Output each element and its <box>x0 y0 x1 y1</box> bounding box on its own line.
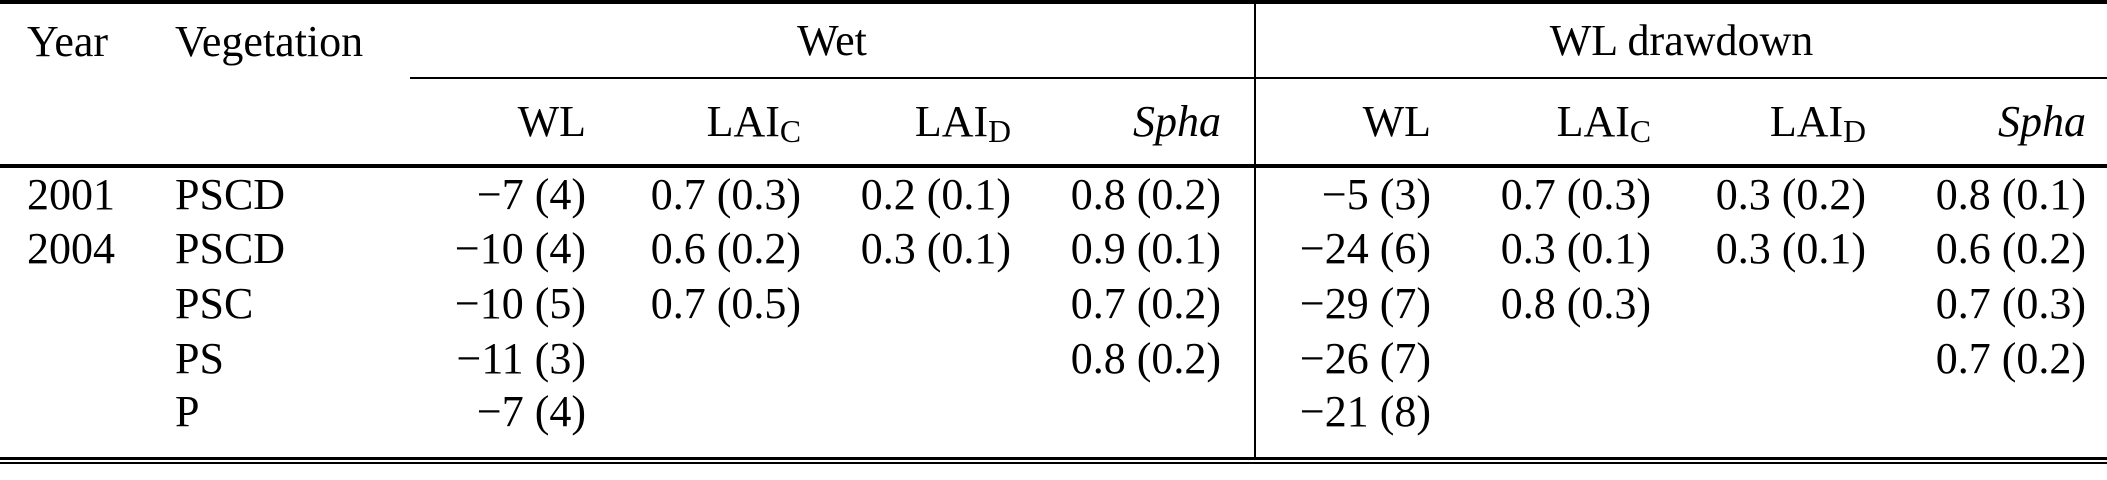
wet-lai-c-cell <box>590 386 805 457</box>
year-cell <box>0 276 150 331</box>
wet-spha-cell <box>1015 386 1255 457</box>
drawdown-wl-cell: −5 (3) <box>1254 166 1436 221</box>
column-header-wl-drawdown: WL <box>1254 78 1436 168</box>
column-header-year: Year <box>0 2 150 168</box>
lai-label: LAI <box>1556 97 1630 146</box>
column-header-lai-d-wet: LAID <box>805 78 1015 168</box>
wet-wl-cell: −7 (4) <box>476 387 586 436</box>
vegetation-cell: P <box>175 387 200 436</box>
column-header-vegetation: Vegetation <box>150 2 410 168</box>
lai-label: LAI <box>914 97 989 146</box>
spha-label: Spha <box>1998 97 2087 146</box>
drawdown-lai-d-cell <box>1655 386 1870 457</box>
group-header-wet: Wet <box>410 2 1256 79</box>
drawdown-lai-c-cell: 0.3 (0.1) <box>1500 224 1652 273</box>
drawdown-lai-c-cell: 0.7 (0.3) <box>1500 170 1652 219</box>
wet-wl-cell: −10 (5) <box>454 279 586 328</box>
year-cell <box>0 331 150 386</box>
drawdown-wl-cell: −26 (7) <box>1254 331 1436 386</box>
wet-spha-cell: 0.9 (0.1) <box>1070 224 1222 273</box>
lai-label: LAI <box>1769 97 1844 146</box>
wet-spha-cell: 0.8 (0.2) <box>1070 334 1222 383</box>
column-header-lai-c-wet: LAIC <box>590 78 805 168</box>
drawdown-wl-cell: −29 (7) <box>1254 276 1436 331</box>
group-header-wl-drawdown: WL drawdown <box>1254 2 2107 79</box>
drawdown-lai-d-cell <box>1655 276 1870 331</box>
wet-lai-c-cell: 0.6 (0.2) <box>650 224 801 273</box>
wet-lai-c-cell: 0.7 (0.5) <box>650 279 801 328</box>
wet-lai-d-cell <box>805 386 1015 457</box>
drawdown-lai-c-cell: 0.8 (0.3) <box>1500 279 1652 328</box>
wet-wl-cell: −10 (4) <box>454 224 586 273</box>
lai-d-subscript: D <box>988 113 1011 149</box>
table-body: 2001 PSCD −7 (4) 0.7 (0.3) 0.2 (0.1) 0.8… <box>0 166 2107 457</box>
drawdown-lai-d-cell: 0.3 (0.2) <box>1715 170 1867 219</box>
drawdown-wl-cell: −24 (6) <box>1254 221 1436 276</box>
year-cell: 2004 <box>27 224 115 273</box>
year-cell: 2001 <box>27 170 115 219</box>
results-table: Year Vegetation Wet WL drawdown WL LAIC … <box>0 0 2107 457</box>
table-bottom-rule <box>0 457 2107 464</box>
column-header-lai-d-drawdown: LAID <box>1655 78 1871 168</box>
vegetation-cell: PSCD <box>175 224 286 273</box>
wet-lai-d-cell: 0.2 (0.1) <box>860 170 1011 219</box>
column-header-wl-wet: WL <box>410 78 590 168</box>
wet-lai-c-cell <box>590 331 805 386</box>
vegetation-cell: PSC <box>175 279 254 328</box>
table-row-2004-pscd: 2004 PSCD −10 (4) 0.6 (0.2) 0.3 (0.1) 0.… <box>0 221 2107 276</box>
wet-lai-d-cell <box>805 331 1015 386</box>
year-cell <box>0 386 150 457</box>
drawdown-spha-cell <box>1870 386 2107 457</box>
drawdown-spha-cell: 0.7 (0.3) <box>1935 279 2087 328</box>
table-header: Year Vegetation Wet WL drawdown WL LAIC … <box>0 2 2107 168</box>
table-row-ps: PS −11 (3) 0.8 (0.2) −26 (7) 0.7 (0.2) <box>0 331 2107 386</box>
lai-label: LAI <box>706 97 780 146</box>
table-row-2001-pscd: 2001 PSCD −7 (4) 0.7 (0.3) 0.2 (0.1) 0.8… <box>0 166 2107 221</box>
column-header-spha-wet: Spha <box>1015 78 1256 168</box>
drawdown-lai-c-cell <box>1435 386 1655 457</box>
column-header-spha-drawdown: Spha <box>1870 78 2107 168</box>
table-row-psc: PSC −10 (5) 0.7 (0.5) 0.7 (0.2) −29 (7) … <box>0 276 2107 331</box>
lai-c-subscript: C <box>779 113 801 149</box>
wet-spha-cell: 0.7 (0.2) <box>1070 279 1222 328</box>
drawdown-wl-cell: −21 (8) <box>1254 386 1436 457</box>
lai-c-subscript: C <box>1629 113 1652 149</box>
wet-lai-d-cell <box>805 276 1015 331</box>
drawdown-lai-c-cell <box>1435 331 1655 386</box>
drawdown-lai-d-cell: 0.3 (0.1) <box>1715 224 1867 273</box>
column-header-lai-c-drawdown: LAIC <box>1435 78 1656 168</box>
wet-spha-cell: 0.8 (0.2) <box>1070 170 1222 219</box>
drawdown-spha-cell: 0.7 (0.2) <box>1935 334 2087 383</box>
wet-lai-d-cell: 0.3 (0.1) <box>860 224 1011 273</box>
vegetation-cell: PSCD <box>175 170 286 219</box>
spha-label: Spha <box>1133 97 1222 146</box>
wet-lai-c-cell: 0.7 (0.3) <box>650 170 801 219</box>
table-row-p: P −7 (4) −21 (8) <box>0 386 2107 457</box>
vegetation-cell: PS <box>175 334 224 383</box>
lai-d-subscript: D <box>1843 113 1867 149</box>
wet-wl-cell: −11 (3) <box>456 334 587 383</box>
drawdown-lai-d-cell <box>1655 331 1870 386</box>
wet-wl-cell: −7 (4) <box>476 170 586 219</box>
drawdown-spha-cell: 0.8 (0.1) <box>1935 170 2087 219</box>
sub-header-row: WL LAIC LAID Spha WL LAIC LAID Spha <box>0 78 2107 168</box>
drawdown-spha-cell: 0.6 (0.2) <box>1935 224 2087 273</box>
group-header-row: Year Vegetation Wet WL drawdown <box>0 2 2107 168</box>
